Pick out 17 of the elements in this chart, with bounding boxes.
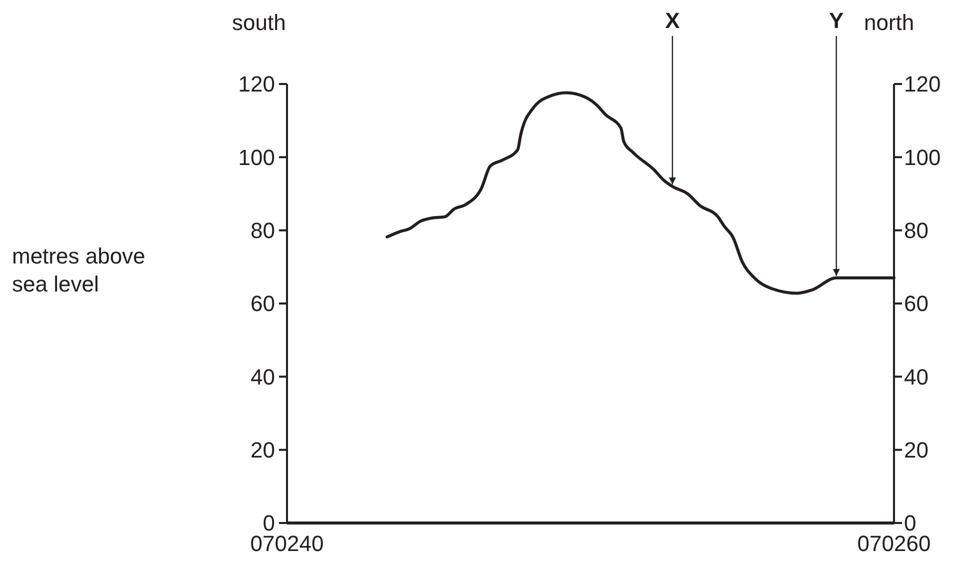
text: north [864, 10, 914, 35]
y2-tick-label: 100 [904, 144, 941, 170]
y-tick-label: 120 [238, 72, 275, 97]
y-tick-label: 40 [250, 364, 275, 390]
y-tick-label: 100 [238, 144, 275, 170]
y-tick-label: 20 [250, 438, 275, 463]
y2-tick-label: 120 [904, 72, 941, 97]
annotation: Y [828, 8, 844, 33]
y2-tick-label: 80 [904, 218, 928, 244]
y2-tick-label: 20 [904, 438, 928, 463]
y-axis-title: metres above sea level [12, 244, 146, 296]
y-tick-label: 80 [250, 218, 275, 244]
y2-tick-label: 40 [904, 364, 928, 390]
y2-tick-label: 60 [904, 291, 928, 316]
annotation: X [665, 8, 680, 33]
y-tick-label: 60 [250, 291, 275, 316]
text: south [232, 10, 286, 35]
